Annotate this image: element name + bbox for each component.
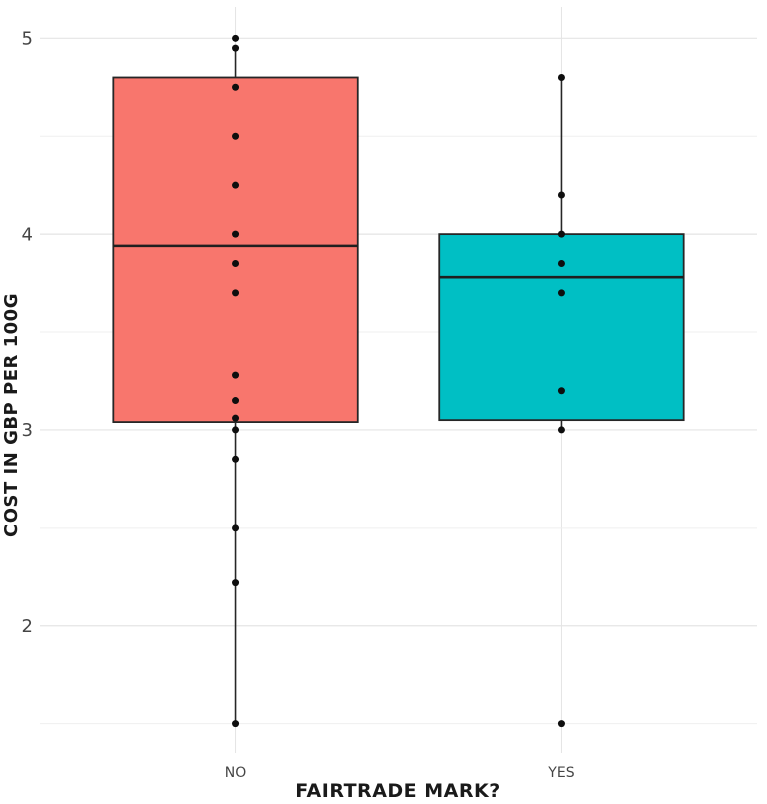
boxplots: [112, 48, 685, 724]
data-point-yes: [557, 426, 565, 434]
y-tick-label: 2: [22, 616, 33, 637]
data-point-no: [232, 524, 240, 532]
y-tick-label: 3: [22, 420, 33, 441]
x-tick-label: NO: [225, 765, 247, 781]
box-no: [112, 76, 359, 423]
x-tick-label: YES: [547, 765, 574, 781]
axis-tick-labels: 5 4 3 2 NO YES: [22, 29, 575, 781]
data-point-no: [232, 44, 240, 52]
data-point-yes: [557, 73, 565, 81]
x-axis-title: FAIRTRADE MARK?: [295, 780, 501, 802]
y-axis-title: COST IN GBP PER 100G: [1, 293, 22, 537]
data-point-no: [232, 720, 240, 728]
data-point-no: [232, 230, 240, 238]
data-point-yes: [557, 191, 565, 199]
data-point-yes: [557, 387, 565, 395]
data-point-yes: [557, 720, 565, 728]
data-point-yes: [557, 289, 565, 297]
data-point-no: [232, 414, 240, 422]
data-point-yes: [557, 230, 565, 238]
data-point-no: [232, 132, 240, 140]
data-point-no: [232, 259, 240, 267]
data-point-yes: [557, 259, 565, 267]
data-point-no: [232, 181, 240, 189]
y-tick-label: 5: [22, 29, 33, 50]
data-point-no: [232, 455, 240, 463]
data-points: [232, 34, 565, 728]
data-point-no: [232, 397, 240, 405]
data-point-no: [232, 579, 240, 587]
data-point-no: [232, 426, 240, 434]
data-point-no: [232, 34, 240, 42]
data-point-no: [232, 83, 240, 91]
data-point-no: [232, 371, 240, 379]
data-point-no: [232, 289, 240, 297]
y-tick-label: 4: [22, 224, 33, 245]
